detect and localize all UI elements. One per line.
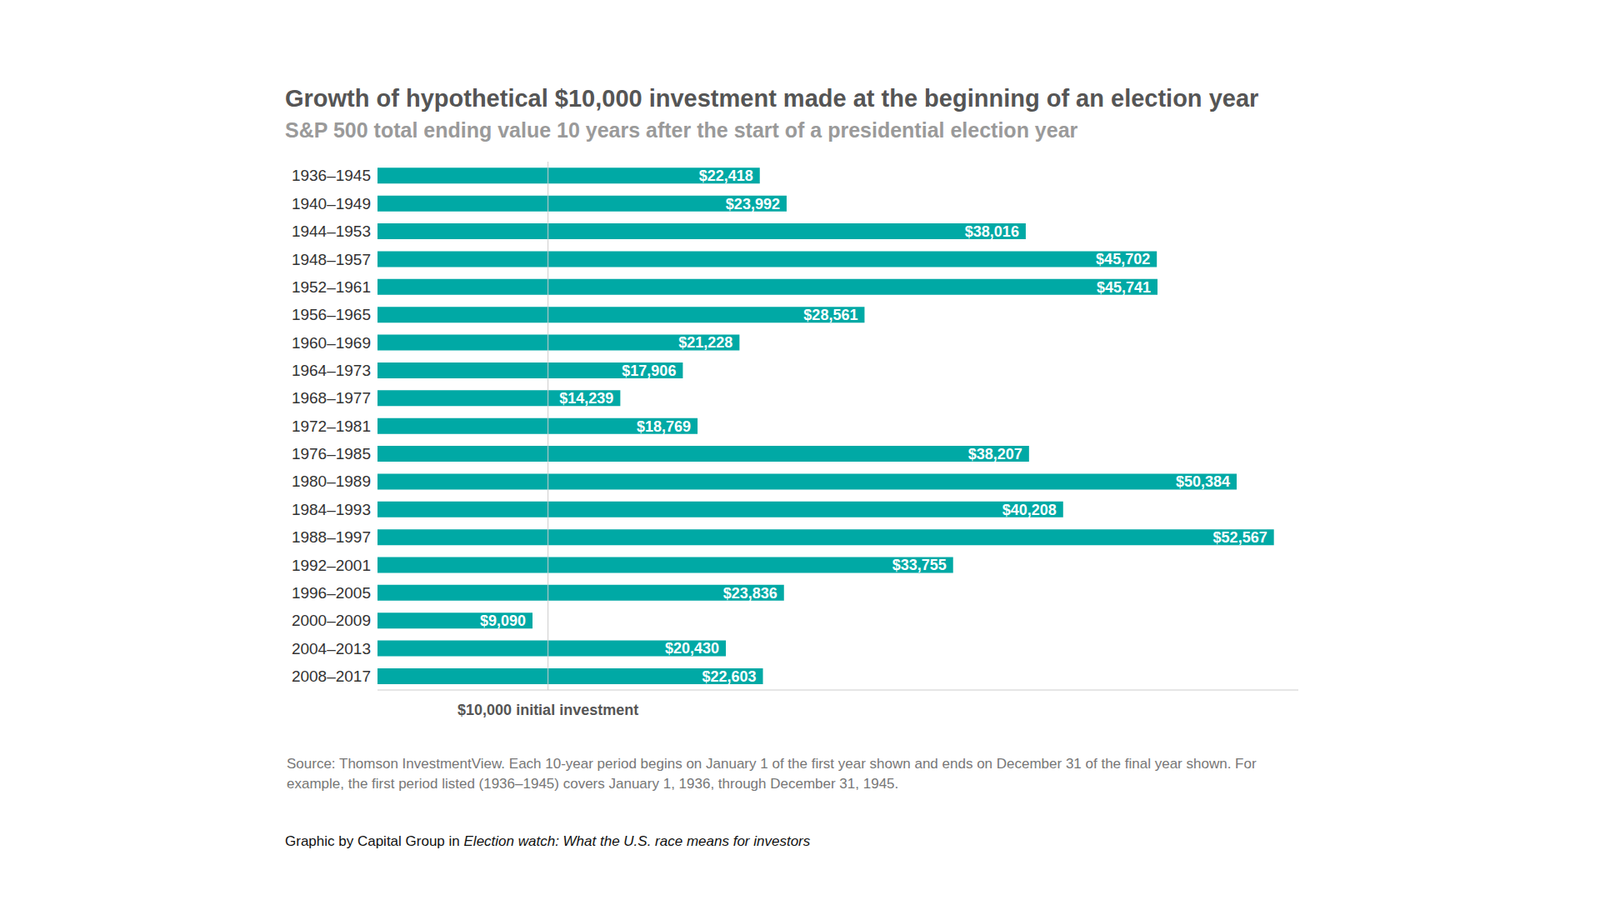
svg-text:$28,561: $28,561 [803,306,858,324]
svg-text:$23,836: $23,836 [723,585,778,602]
svg-text:$21,228: $21,228 [678,334,733,351]
svg-text:$45,741: $45,741 [1096,279,1151,296]
svg-text:$10,000 initial investment: $10,000 initial investment [457,701,639,719]
svg-text:1980–1989: 1980–1989 [291,472,371,490]
svg-text:$14,239: $14,239 [559,390,614,407]
svg-text:1964–1973: 1964–1973 [291,361,371,380]
html-text:Growth of hypothetical $10,000: Growth of hypothetical $10,000 investmen… [285,85,1259,112]
svg-text:$22,418: $22,418 [699,167,754,185]
svg-text:2004–2013: 2004–2013 [291,640,371,658]
svg-text:1968–1977: 1968–1977 [291,389,371,407]
svg-text:1992–2001: 1992–2001 [291,556,371,575]
svg-text:$23,992: $23,992 [725,195,780,213]
html-text:Graphic by Capital Group in El: Graphic by Capital Group in Election wat… [285,833,811,850]
html-text:S&P 500 total ending value 10: S&P 500 total ending value 10 years afte… [285,118,1078,142]
svg-text:$18,769: $18,769 [636,418,691,435]
svg-text:$33,755: $33,755 [892,556,947,574]
svg-text:1952–1961: 1952–1961 [291,278,371,296]
svg-text:$45,702: $45,702 [1095,250,1150,268]
svg-text:1960–1969: 1960–1969 [291,334,371,352]
html-text:Source: Thomson InvestmentView: Source: Thomson InvestmentView. Each 10-… [286,755,1257,792]
svg-text:2000–2009: 2000–2009 [291,611,371,630]
svg-text:1944–1953: 1944–1953 [291,222,371,240]
svg-text:1972–1981: 1972–1981 [291,417,371,435]
svg-text:$52,567: $52,567 [1213,529,1268,546]
svg-text:1976–1985: 1976–1985 [291,445,371,463]
svg-text:$20,430: $20,430 [665,640,720,657]
svg-text:1936–1945: 1936–1945 [291,166,371,185]
svg-text:1948–1957: 1948–1957 [291,250,371,269]
svg-text:$17,906: $17,906 [621,362,676,380]
svg-text:$38,016: $38,016 [965,223,1020,240]
svg-text:$22,603: $22,603 [701,668,756,685]
svg-text:1988–1997: 1988–1997 [291,528,371,546]
svg-text:$50,384: $50,384 [1175,473,1230,490]
svg-text:1984–1993: 1984–1993 [291,500,371,519]
svg-text:$38,207: $38,207 [968,445,1023,463]
svg-text:1956–1965: 1956–1965 [291,305,371,324]
svg-text:$40,208: $40,208 [1002,501,1057,519]
svg-text:$9,090: $9,090 [480,612,526,630]
svg-text:1940–1949: 1940–1949 [291,195,371,213]
svg-text:1996–2005: 1996–2005 [291,584,371,602]
svg-text:2008–2017: 2008–2017 [291,667,371,685]
